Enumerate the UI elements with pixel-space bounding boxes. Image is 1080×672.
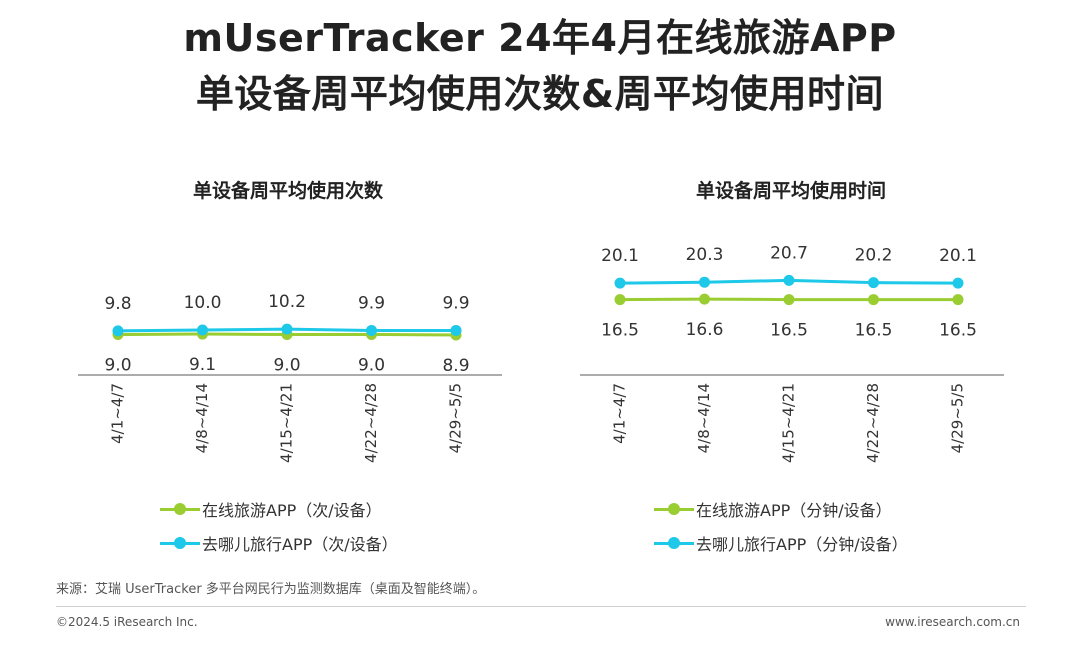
data-point bbox=[952, 294, 964, 306]
data-label: 9.8 bbox=[104, 294, 131, 314]
data-point bbox=[614, 294, 626, 306]
data-label: 9.9 bbox=[358, 293, 385, 313]
data-label: 20.3 bbox=[686, 245, 724, 265]
data-point bbox=[868, 277, 879, 289]
data-point bbox=[614, 277, 626, 289]
data-label: 20.2 bbox=[855, 246, 893, 266]
x-tick-label: 4/29~5/5 bbox=[447, 383, 465, 453]
legend-swatch-qunar bbox=[160, 537, 200, 549]
data-label: 20.1 bbox=[601, 246, 639, 266]
usage-time-legend: 在线旅游APP（分钟/设备） 去哪儿旅行APP（分钟/设备） bbox=[654, 492, 908, 560]
legend-item-online-travel: 在线旅游APP（次/设备） bbox=[160, 492, 398, 526]
legend-label-online-travel: 在线旅游APP（分钟/设备） bbox=[696, 501, 892, 520]
chart-title-usage-count: 单设备周平均使用次数 bbox=[192, 180, 383, 202]
data-point bbox=[952, 277, 964, 289]
data-point bbox=[366, 324, 377, 336]
data-label: 16.5 bbox=[770, 321, 808, 341]
legend-label-online-travel: 在线旅游APP（次/设备） bbox=[202, 501, 382, 520]
data-label: 10.2 bbox=[268, 292, 306, 312]
data-point bbox=[112, 325, 124, 337]
footer-divider bbox=[56, 606, 1026, 607]
data-label: 9.1 bbox=[189, 355, 216, 375]
data-point bbox=[783, 294, 795, 306]
legend-item-qunar: 去哪儿旅行APP（次/设备） bbox=[160, 526, 398, 560]
usage-time-chart: 4/1~4/7 4/8~4/14 4/15~4/21 4/22~4/28 4/29~5/… bbox=[580, 243, 1004, 463]
x-tick-label: 4/1~4/7 bbox=[109, 383, 127, 444]
page-title-line1: mUserTracker 24年4月在线旅游APP bbox=[183, 16, 897, 60]
legend-swatch-online-travel bbox=[654, 503, 694, 515]
data-label: 16.5 bbox=[601, 321, 639, 341]
x-tick-label: 4/22~4/28 bbox=[362, 383, 380, 463]
data-label: 9.0 bbox=[104, 356, 131, 376]
legend-label-qunar: 去哪儿旅行APP（分钟/设备） bbox=[696, 535, 908, 554]
data-label: 10.0 bbox=[184, 293, 222, 313]
data-label: 16.5 bbox=[939, 321, 977, 341]
legend-item-online-travel: 在线旅游APP（分钟/设备） bbox=[654, 492, 908, 526]
usage-count-legend: 在线旅游APP（次/设备） 去哪儿旅行APP（次/设备） bbox=[160, 492, 398, 560]
x-tick-label: 4/22~4/28 bbox=[864, 383, 882, 463]
data-label: 9.9 bbox=[442, 293, 469, 313]
legend-label-qunar: 去哪儿旅行APP（次/设备） bbox=[202, 535, 398, 554]
data-point bbox=[281, 323, 293, 335]
source-note: 来源：艾瑞 UserTracker 多平台网民行为监测数据库（桌面及智能终端）。 bbox=[56, 582, 486, 597]
data-point bbox=[699, 293, 710, 305]
data-point bbox=[699, 276, 710, 288]
usage-count-chart: 4/1~4/7 4/8~4/14 4/15~4/21 4/22~4/28 4/29~5/… bbox=[78, 292, 502, 463]
legend-swatch-online-travel bbox=[160, 503, 200, 515]
data-point bbox=[783, 274, 795, 286]
data-label: 16.6 bbox=[686, 320, 724, 340]
x-tick-label: 4/15~4/21 bbox=[278, 383, 296, 463]
data-label: 9.0 bbox=[358, 356, 385, 376]
x-tick-label: 4/8~4/14 bbox=[193, 383, 211, 453]
data-point bbox=[868, 294, 879, 306]
x-tick-label: 4/29~5/5 bbox=[949, 383, 967, 453]
data-label: 16.5 bbox=[855, 321, 893, 341]
data-label: 20.7 bbox=[770, 243, 808, 263]
legend-swatch-qunar bbox=[654, 537, 694, 549]
copyright: ©2024.5 iResearch Inc. bbox=[56, 615, 198, 629]
page-title-line2: 单设备周平均使用次数&周平均使用时间 bbox=[195, 72, 885, 116]
website-link[interactable]: www.iresearch.com.cn bbox=[885, 615, 1020, 629]
x-tick-label: 4/8~4/14 bbox=[695, 383, 713, 453]
x-tick-label: 4/15~4/21 bbox=[780, 383, 798, 463]
data-label: 20.1 bbox=[939, 246, 977, 266]
legend-item-qunar: 去哪儿旅行APP（分钟/设备） bbox=[654, 526, 908, 560]
data-label: 8.9 bbox=[442, 356, 469, 376]
data-point bbox=[450, 324, 462, 336]
x-tick-label: 4/1~4/7 bbox=[611, 383, 629, 444]
data-label: 9.0 bbox=[273, 356, 300, 376]
chart-title-usage-time: 单设备周平均使用时间 bbox=[695, 180, 886, 202]
data-point bbox=[197, 324, 208, 336]
